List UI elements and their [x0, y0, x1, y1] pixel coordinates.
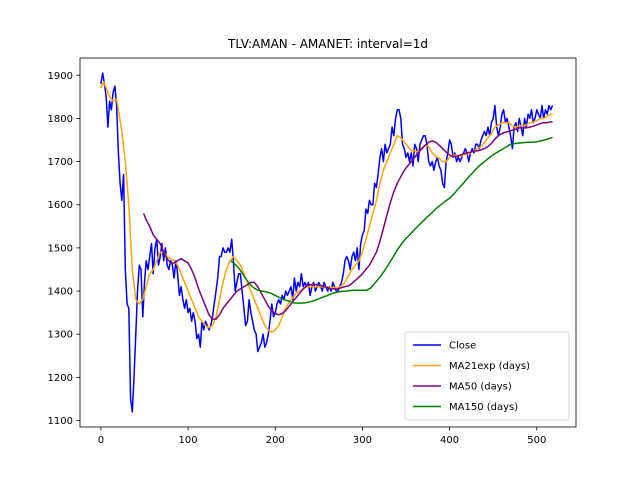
series-line-3	[230, 136, 553, 304]
x-tick-label-3: 300	[353, 435, 372, 446]
legend: Close MA21exp (days) MA50 (days) MA150 (day…	[404, 331, 570, 421]
x-tick-label-4: 400	[440, 435, 459, 446]
x-tick-label-0: 0	[98, 435, 104, 446]
y-tick-label-6: 1700	[48, 157, 73, 168]
legend-label-1: MA21exp (days)	[449, 361, 530, 372]
y-tick-label-3: 1400	[48, 287, 73, 298]
y-tick-label-0: 1100	[48, 416, 73, 427]
legend-box	[404, 331, 570, 421]
y-tick-label-8: 1900	[48, 71, 73, 82]
y-tick-label-4: 1500	[48, 243, 73, 254]
y-tick-label-1: 1200	[48, 373, 73, 384]
legend-label-2: MA50 (days)	[449, 382, 512, 393]
chart-title: TLV:AMAN - AMANET: interval=1d	[227, 37, 428, 51]
x-tick-label-2: 200	[266, 435, 285, 446]
y-tick-label-7: 1800	[48, 114, 73, 125]
y-tick-label-2: 1300	[48, 330, 73, 341]
series-layer	[100, 72, 554, 413]
x-tick-label-1: 100	[179, 435, 198, 446]
x-tick-label-5: 500	[527, 435, 546, 446]
legend-label-3: MA150 (days)	[449, 402, 518, 413]
y-axis: 1100 1200 1300 1400 1500 1600 1700 1800 1900	[48, 71, 80, 427]
x-axis: 0 100 200 300 400 500	[98, 427, 546, 446]
legend-label-0: Close	[449, 341, 476, 352]
series-line-2	[142, 121, 553, 320]
plot-frame	[79, 57, 577, 428]
y-tick-label-5: 1600	[48, 200, 73, 211]
